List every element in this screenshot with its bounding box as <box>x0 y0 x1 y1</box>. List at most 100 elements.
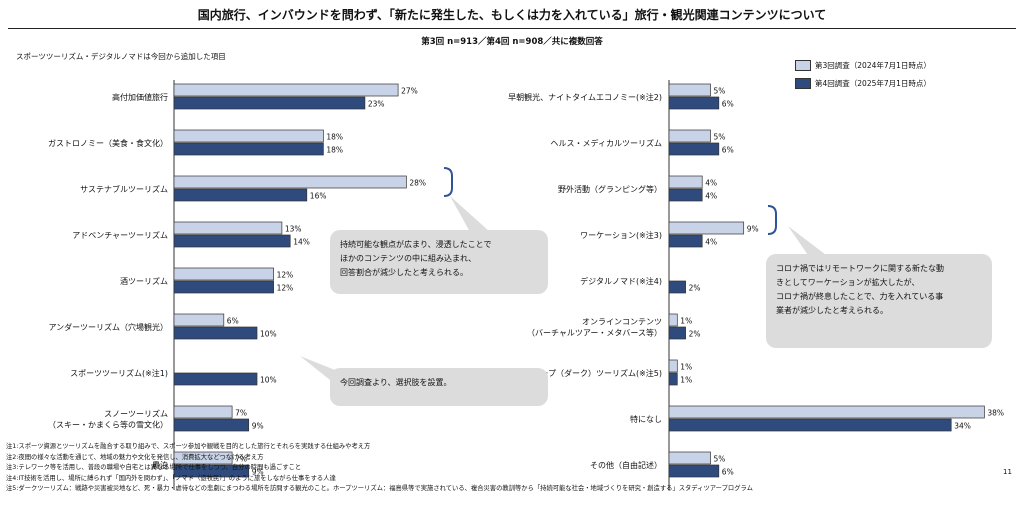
data-label: 7% <box>235 409 247 418</box>
bar-series2 <box>668 142 720 156</box>
bar-series1 <box>173 313 225 327</box>
category-label: 早朝観光、ナイトタイムエコノミー(※注2) <box>508 92 662 102</box>
bar-series2 <box>173 418 250 432</box>
bar-series2 <box>173 326 258 340</box>
data-label: 6% <box>722 100 734 109</box>
data-label: 27% <box>401 87 418 96</box>
category-label: 特になし <box>630 414 662 424</box>
data-label: 23% <box>368 100 385 109</box>
category-label: ホープ（ダーク）ツーリズム(※注5) <box>532 368 662 378</box>
footnote-line: 注3:テレワーク等を活用し、普段の職場や自宅とは異なる場所で仕事をしつつ、自分の… <box>6 464 302 471</box>
bar-series1 <box>173 83 399 97</box>
bar-series1 <box>668 451 711 465</box>
bar-series2 <box>173 234 291 248</box>
data-label: 9% <box>747 225 759 234</box>
bar-series2 <box>173 280 274 294</box>
bar-series2 <box>173 464 250 478</box>
sample-size-note: 第3回 n=913／第4回 n=908／共に複数回答 <box>421 37 603 47</box>
footnotes: 注1:スポーツ資源とツーリズムを融合する取り組みで、スポーツ参加や観戦を目的とし… <box>6 442 753 495</box>
bar-series2 <box>173 372 258 386</box>
data-label: 5% <box>714 87 726 96</box>
category-label: サステナブルツーリズム <box>80 184 168 194</box>
bar-series1 <box>173 267 274 281</box>
bar-series1 <box>668 313 678 327</box>
category-label: 農泊 <box>152 460 168 470</box>
category-label: （スキー・かまくら等の雪文化） <box>48 420 168 430</box>
data-label: 9% <box>252 468 264 477</box>
bar-series2 <box>668 234 703 248</box>
data-label: 14% <box>293 238 310 247</box>
data-label: 10% <box>260 376 277 385</box>
callout-workation-line: コロナ禍ではリモートワークに関する新たな動 <box>776 264 944 273</box>
footnote-line: 注2:夜間の様々な活動を通じて、地域の魅力や文化を発信し、消費拡大などつなげる考… <box>6 453 264 461</box>
callout-workation: コロナ禍ではリモートワークに関する新たな動 きとしてワーケーションが拡大したが、コ… <box>766 254 992 348</box>
chart-legend: 第3回調査（2024年7月1日時点） 第4回調査（2025年7月1日時点） <box>795 56 931 92</box>
legend-label-series1: 第3回調査（2024年7月1日時点） <box>815 60 931 70</box>
category-label: （バーチャルツアー・メタバース等） <box>527 328 662 338</box>
data-label: 5% <box>714 455 726 464</box>
data-label: 2% <box>689 284 701 293</box>
data-label: 4% <box>705 179 717 188</box>
data-label: 28% <box>409 179 426 188</box>
callout-sports: 今回調査より、選択肢を設置。 <box>330 368 548 406</box>
category-label: ワーケーション(※注3) <box>580 230 662 240</box>
callout-pointer-workation <box>788 226 830 258</box>
bar-series1 <box>173 221 283 235</box>
bar-series2 <box>668 188 703 202</box>
category-label: アンダーツーリズム（穴場観光） <box>48 322 168 332</box>
data-label: 13% <box>285 225 302 234</box>
data-label: 18% <box>326 146 343 155</box>
bar-series1 <box>668 175 703 189</box>
callout-sustainable-line: 回答割合が減少したと考えられる。 <box>340 268 468 277</box>
category-label: スポーツツーリズム(※注1) <box>70 368 168 378</box>
data-label: 5% <box>714 133 726 142</box>
data-label: 1% <box>680 376 692 385</box>
category-label: その他（自由記述） <box>590 460 662 470</box>
category-label: デジタルノマド(※注4) <box>580 276 662 286</box>
bar-series1 <box>668 221 745 235</box>
bar-series2 <box>173 142 324 156</box>
category-label: 野外活動（グランピング等） <box>558 184 662 194</box>
callout-sports-line: 今回調査より、選択肢を設置。 <box>340 378 452 387</box>
data-label: 18% <box>326 133 343 142</box>
bracket-sustainable <box>443 167 453 197</box>
data-label: 2% <box>689 330 701 339</box>
bar-series2 <box>668 96 720 110</box>
bracket-workation <box>767 205 777 235</box>
bar-series1 <box>668 405 985 419</box>
bar-series2 <box>668 326 686 340</box>
footnote-line: 注5:ダークツーリズム：戦跡や災害被災地など、死・暴力・虐待などの悲劇にまつわる… <box>6 485 753 492</box>
callout-workation-line: 業者が減少したと考えられる。 <box>776 306 888 315</box>
category-label: 高付加価値旅行 <box>112 92 168 102</box>
category-label: スノーツーリズム <box>104 409 168 419</box>
data-label: 1% <box>680 363 692 372</box>
bar-series2 <box>668 372 678 386</box>
title-divider <box>8 28 1016 29</box>
data-label: 6% <box>722 468 734 477</box>
bar-series2 <box>668 280 686 294</box>
data-label: 4% <box>705 238 717 247</box>
callout-sustainable-line: 持続可能な観点が広まり、浸透したことで <box>340 240 492 249</box>
bar-series1 <box>173 129 324 143</box>
callout-workation-line: きとしてワーケーションが拡大したが、 <box>776 278 920 287</box>
legend-item-series2: 第4回調査（2025年7月1日時点） <box>795 74 931 92</box>
data-label: 12% <box>277 284 294 293</box>
bar-series1 <box>668 129 711 143</box>
bar-series1 <box>173 451 233 465</box>
data-label: 34% <box>954 422 971 431</box>
legend-swatch-series2 <box>795 77 811 89</box>
bar-series2 <box>668 464 720 478</box>
data-label: 7% <box>235 455 247 464</box>
bar-series1 <box>668 359 678 373</box>
callout-pointer-sustainable <box>450 196 490 232</box>
data-label: 6% <box>227 317 239 326</box>
data-label: 10% <box>260 330 277 339</box>
callout-sustainable-line: ほかのコンテンツの中に組み込まれ、 <box>340 254 477 263</box>
bar-series1 <box>173 405 233 419</box>
category-label: オンラインコンテンツ <box>582 318 662 327</box>
bar-series1 <box>173 175 407 189</box>
legend-item-series1: 第3回調査（2024年7月1日時点） <box>795 56 931 74</box>
bar-series1 <box>668 83 711 97</box>
category-label: アドベンチャーツーリズム <box>72 230 168 240</box>
